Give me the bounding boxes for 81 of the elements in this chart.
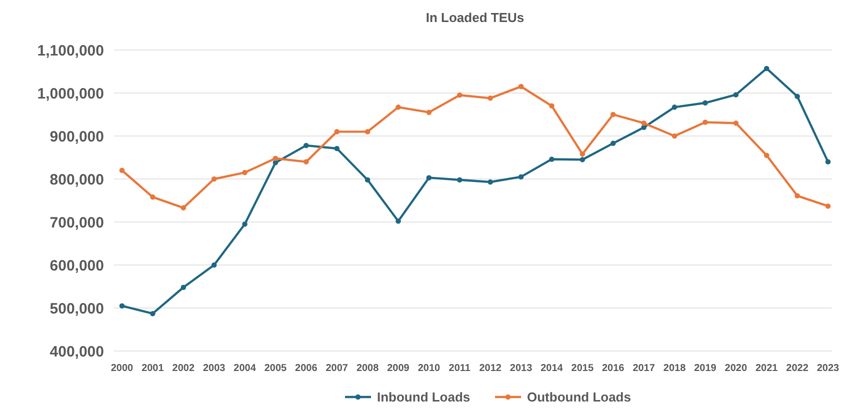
point — [334, 129, 340, 134]
point — [211, 176, 217, 182]
y-tick-label: 1,100,000 — [37, 42, 104, 60]
point — [825, 203, 831, 209]
x-tick-label: 2001 — [142, 363, 164, 374]
point — [364, 129, 370, 134]
point — [426, 175, 432, 180]
x-tick-label: 2017 — [632, 363, 656, 374]
y-tick-label: 500,000 — [50, 300, 104, 318]
point — [549, 103, 554, 109]
point — [672, 104, 678, 110]
point — [211, 262, 217, 268]
point — [304, 142, 309, 148]
point — [518, 84, 524, 90]
point — [580, 151, 586, 157]
point — [702, 100, 708, 106]
point — [488, 179, 493, 185]
y-tick-label: 400,000 — [50, 343, 104, 360]
x-tick-label: 2022 — [786, 363, 809, 374]
x-tick-label: 2013 — [510, 363, 533, 374]
point — [396, 218, 401, 224]
x-tick-label: 2009 — [387, 363, 410, 374]
point — [702, 120, 708, 125]
point — [488, 96, 493, 101]
y-tick-label: 600,000 — [50, 257, 104, 274]
point — [242, 222, 248, 227]
x-tick-label: 2023 — [816, 363, 840, 374]
point — [610, 140, 616, 146]
point — [733, 92, 739, 98]
point — [733, 120, 739, 126]
point — [457, 92, 462, 98]
x-tick-label: 2004 — [234, 363, 256, 374]
point — [549, 156, 554, 162]
point — [457, 177, 462, 182]
point — [426, 110, 432, 115]
point — [672, 133, 678, 139]
point — [364, 177, 370, 182]
point — [119, 303, 125, 308]
chart-title: In Loaded TEUs — [426, 10, 524, 25]
point — [180, 284, 186, 290]
point — [150, 310, 156, 316]
point — [794, 94, 800, 100]
point — [272, 156, 278, 161]
x-tick-label: 2005 — [264, 363, 288, 374]
x-tick-label: 2011 — [448, 363, 471, 374]
point — [150, 194, 156, 200]
x-tick-label: 2015 — [571, 363, 594, 374]
x-tick-label: 2021 — [755, 363, 778, 374]
point — [518, 174, 524, 180]
y-tick-label: 1,000,000 — [37, 85, 104, 102]
point — [794, 193, 800, 198]
point — [242, 170, 248, 176]
point — [764, 152, 770, 158]
x-tick-label: 2012 — [479, 363, 502, 374]
point — [580, 157, 586, 162]
x-tick-label: 2014 — [540, 363, 564, 374]
x-tick-label: 2000 — [110, 363, 134, 374]
legend-label: Inbound Loads — [377, 390, 470, 405]
x-tick-label: 2018 — [663, 363, 686, 374]
point — [825, 159, 831, 164]
x-tick-label: 2008 — [356, 363, 380, 374]
x-tick-label: 2019 — [694, 363, 717, 374]
point — [764, 66, 770, 72]
x-tick-label: 2006 — [295, 363, 318, 374]
point — [334, 146, 340, 152]
y-tick-label: 800,000 — [50, 171, 104, 188]
point — [396, 104, 401, 110]
y-tick-label: 700,000 — [50, 214, 104, 232]
legend-label: Outbound Loads — [527, 390, 631, 405]
point — [180, 205, 186, 210]
x-tick-label: 2020 — [724, 363, 748, 374]
x-tick-label: 2010 — [418, 363, 441, 374]
point — [641, 120, 646, 126]
x-tick-label: 2003 — [202, 363, 226, 374]
point — [304, 159, 309, 164]
x-tick-label: 2016 — [602, 363, 625, 374]
point — [610, 112, 616, 118]
x-tick-label: 2007 — [326, 363, 348, 374]
y-tick-label: 900,000 — [50, 128, 104, 146]
x-tick-label: 2002 — [172, 363, 195, 374]
point — [119, 168, 125, 174]
